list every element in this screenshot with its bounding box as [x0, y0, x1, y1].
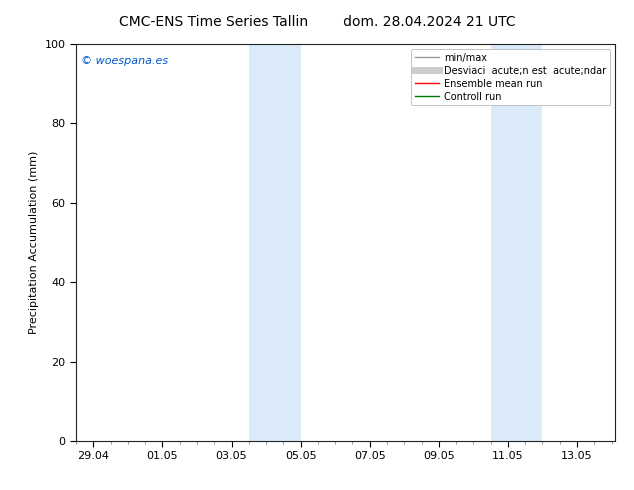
Text: CMC-ENS Time Series Tallin        dom. 28.04.2024 21 UTC: CMC-ENS Time Series Tallin dom. 28.04.20… [119, 15, 515, 29]
Bar [491, 44, 543, 441]
Y-axis label: Precipitation Accumulation (mm): Precipitation Accumulation (mm) [29, 151, 39, 334]
Text: © woespana.es: © woespana.es [81, 56, 169, 66]
Bar [249, 44, 301, 441]
Legend: min/max, Desviaci  acute;n est  acute;ndar, Ensemble mean run, Controll run: min/max, Desviaci acute;n est acute;ndar… [411, 49, 610, 105]
